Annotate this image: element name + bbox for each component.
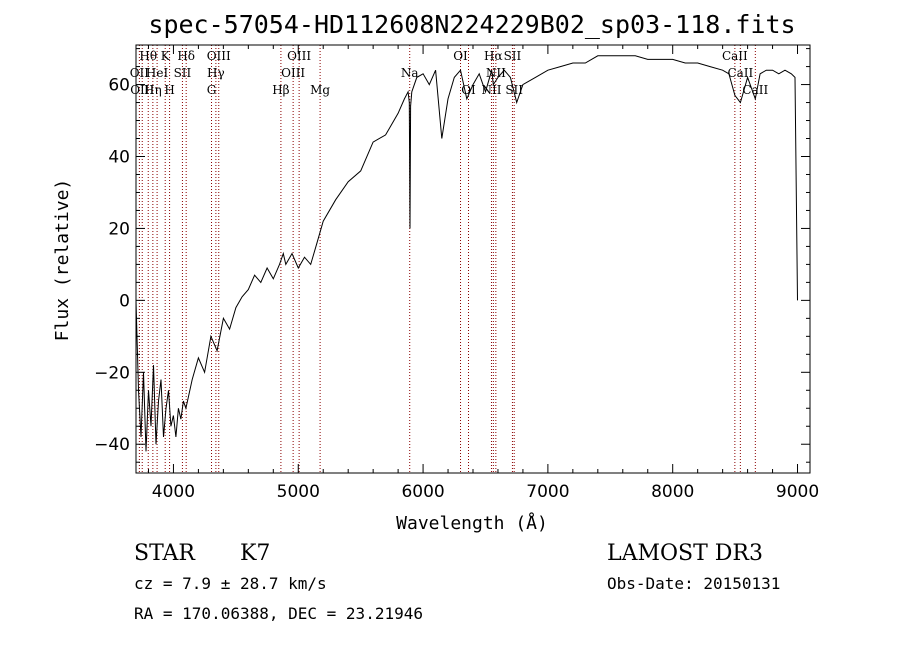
- y-tick-label: 20: [108, 219, 130, 239]
- spectral-line-label: CaII: [742, 83, 768, 97]
- spectral-line-label: Mg: [310, 83, 330, 97]
- spectral-line-labels: OIIOIIIHθHηHeIKHSIIHδGHγOIIIHβOIIIOIIIMg…: [130, 49, 769, 97]
- spectral-line-markers: [138, 45, 756, 473]
- chart-title: spec-57054-HD112608N224229B02_sp03-118.f…: [148, 10, 795, 39]
- y-tick-label: 60: [108, 76, 130, 96]
- x-tick-label: 5000: [277, 482, 320, 502]
- y-tick-label: −20: [94, 363, 130, 383]
- coordinates: RA = 170.06388, DEC = 23.21946: [134, 604, 423, 623]
- x-tick-label: 6000: [401, 482, 444, 502]
- x-tick-label: 8000: [651, 482, 694, 502]
- spectral-line-label: Hα: [484, 49, 503, 63]
- spectral-line-label: Hγ: [207, 66, 225, 80]
- x-axis-ticks: 4000 5000 6000 7000 8000 9000: [147, 45, 819, 502]
- spectral-line-label: HeI: [146, 66, 169, 80]
- spectral-line-label: OIII: [207, 49, 231, 63]
- spectral-line-label: Hθ: [139, 49, 157, 63]
- spectral-line-label: Hδ: [177, 49, 195, 63]
- spectral-line-label: SII: [505, 83, 523, 97]
- x-tick-label: 4000: [152, 482, 195, 502]
- redshift-cz: cz = 7.9 ± 28.7 km/s: [134, 574, 327, 593]
- spectral-line-label: G: [207, 83, 217, 97]
- spectral-line-label: OII: [130, 66, 150, 80]
- spectral-line-label: H: [164, 83, 174, 97]
- spectral-line-label: K: [161, 49, 171, 63]
- observation-date: Obs-Date: 20150131: [607, 574, 780, 593]
- plot-frame: [135, 44, 811, 474]
- spectral-line-label: Hη: [144, 83, 162, 97]
- spectral-line-label: CaII: [722, 49, 748, 63]
- spectral-line-label: OI: [453, 49, 468, 63]
- spectral-line-label: SII: [174, 66, 192, 80]
- spectral-line-label: Hβ: [272, 83, 289, 97]
- y-tick-label: −40: [94, 435, 130, 455]
- spectral-line-label: OIII: [281, 66, 305, 80]
- y-tick-label: 40: [108, 147, 130, 167]
- y-axis-label: Flux (relative): [52, 179, 73, 342]
- spectral-line-label: Na: [401, 66, 419, 80]
- x-axis-label: Wavelength (Å): [396, 512, 548, 534]
- object-class: STAR: [134, 541, 196, 566]
- y-tick-label: 0: [119, 291, 130, 311]
- spectrum-series: [135, 55, 798, 452]
- spectral-line-label: CaII: [727, 66, 753, 80]
- x-tick-label: 9000: [776, 482, 819, 502]
- survey-name: LAMOST DR3: [607, 541, 763, 566]
- y-axis-ticks: −40 −20 0 20 40 60: [94, 48, 810, 463]
- spectral-line-label: NII: [486, 66, 506, 80]
- spectral-line-label: SII: [504, 49, 522, 63]
- spectral-line-label: OIII: [287, 49, 311, 63]
- object-subclass: K7: [240, 541, 270, 566]
- x-tick-label: 7000: [526, 482, 569, 502]
